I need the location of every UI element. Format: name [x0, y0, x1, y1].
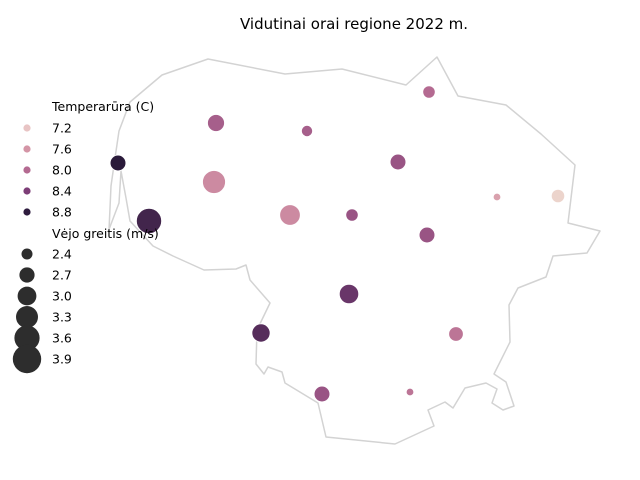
- station-marker: [345, 208, 359, 222]
- station-marker: [109, 154, 127, 172]
- wind-legend-items: 2.4 2.7 3.0 3.3 3.6 3.9: [12, 247, 72, 374]
- station-marker: [251, 323, 271, 343]
- temperature-legend-label: 8.4: [52, 184, 72, 199]
- station-marker: [550, 188, 566, 204]
- station-marker: [492, 192, 502, 202]
- station-marker: [405, 387, 415, 397]
- station-markers-layer: [109, 85, 566, 403]
- wind-legend-label: 3.3: [52, 310, 72, 325]
- temperature-legend-marker: [23, 187, 31, 195]
- wind-legend-marker: [21, 248, 33, 260]
- station-marker: [300, 125, 313, 138]
- temperature-legend-marker: [23, 124, 31, 132]
- station-marker: [202, 170, 226, 194]
- wind-legend-marker: [14, 325, 40, 351]
- station-marker: [279, 204, 301, 226]
- wind-legend-label: 2.4: [52, 247, 72, 262]
- wind-legend-marker: [12, 344, 42, 374]
- station-marker: [448, 326, 464, 342]
- temperature-legend-marker: [23, 208, 31, 216]
- wind-legend-marker: [16, 306, 38, 328]
- wind-legend-label: 2.7: [52, 268, 72, 283]
- station-marker: [338, 283, 360, 305]
- wind-legend-label: 3.0: [52, 289, 72, 304]
- temperature-legend-items: 7.2 7.6 8.0 8.4 8.8: [23, 121, 72, 220]
- station-marker: [313, 385, 331, 403]
- wind-legend-label: 3.6: [52, 331, 72, 346]
- wind-legend-label: 3.9: [52, 352, 72, 367]
- temperature-legend-label: 7.6: [52, 142, 72, 157]
- map-legend: Temperarūra (C) 7.2 7.6 8.0 8.4 8.8 Vėjo gre…: [12, 99, 159, 374]
- temperature-legend-label: 8.0: [52, 163, 72, 178]
- station-marker: [418, 226, 436, 244]
- station-marker: [389, 153, 407, 171]
- station-marker: [207, 114, 225, 132]
- wind-legend-title: Vėjo greitis (m/s): [52, 226, 159, 241]
- temperature-legend-marker: [23, 166, 31, 174]
- temperature-legend-label: 7.2: [52, 121, 72, 136]
- station-marker: [135, 207, 162, 234]
- map-title: Vidutinai orai regione 2022 m.: [240, 15, 468, 33]
- wind-legend-marker: [17, 286, 37, 306]
- wind-legend-marker: [19, 267, 35, 283]
- station-marker: [422, 85, 436, 99]
- temperature-legend-marker: [23, 145, 31, 153]
- region-boundary: [107, 56, 601, 445]
- temperature-legend-label: 8.8: [52, 205, 72, 220]
- temperature-legend-title: Temperarūra (C): [51, 99, 154, 114]
